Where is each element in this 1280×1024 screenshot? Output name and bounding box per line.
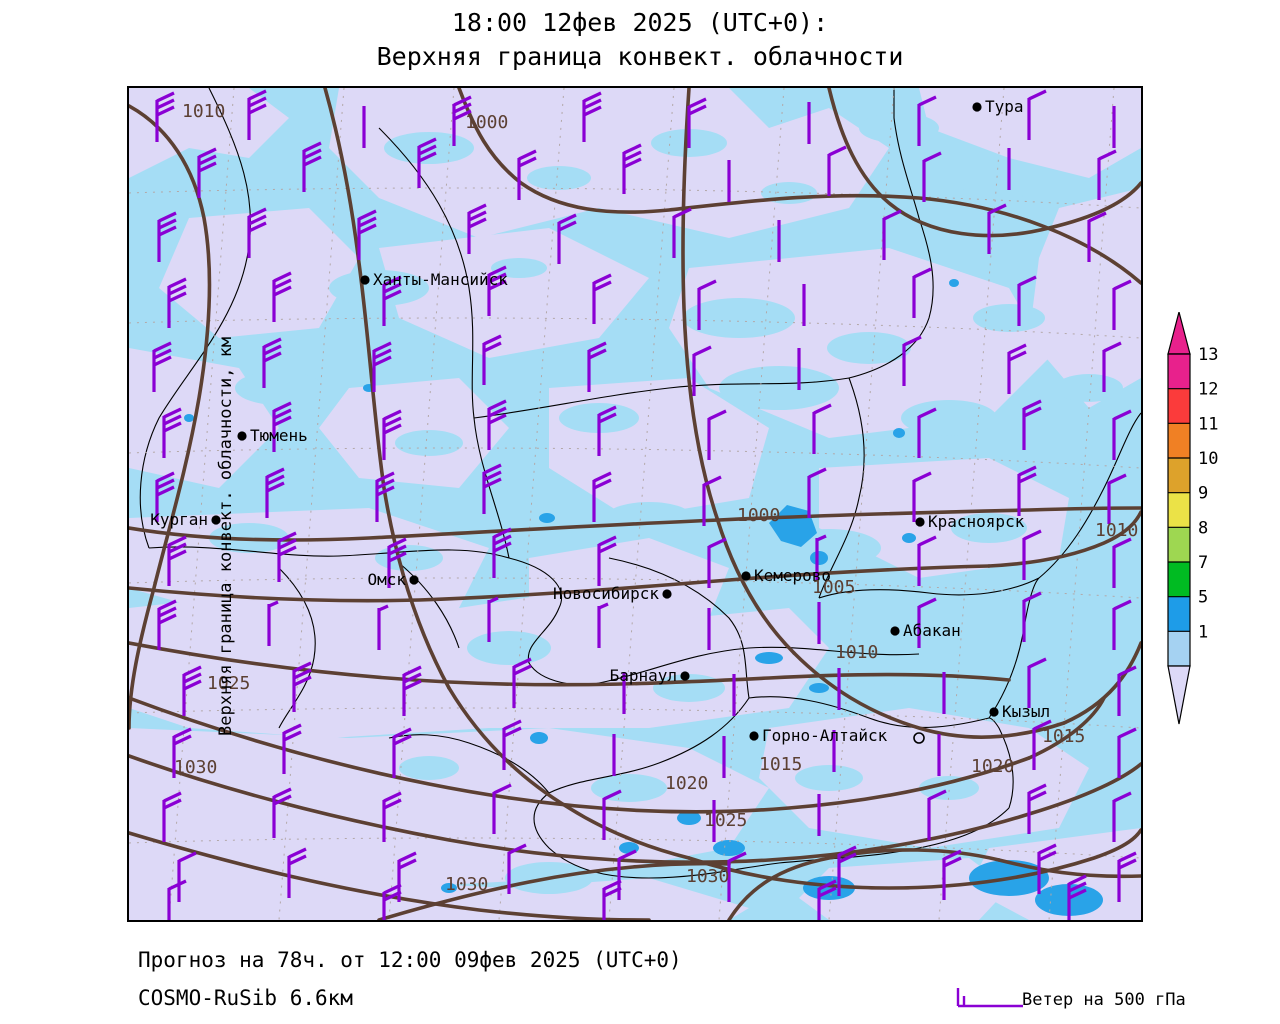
wind-legend-label: Ветер на 500 гПа	[1022, 990, 1186, 1010]
isobar-label: 1025	[704, 810, 747, 831]
isobar-label: 1010	[835, 642, 878, 663]
colorbar-bottom-arrow	[1167, 665, 1191, 725]
city-dot	[237, 431, 247, 441]
colorbar-band-13	[1168, 354, 1190, 390]
colorbar-tick-labels: 13 12 11 10 9 8 7 5 1	[1198, 345, 1218, 642]
city-dot	[741, 571, 751, 581]
isobar-label: 1030	[686, 866, 729, 887]
city-marker[interactable]: Ханты-Мансийск	[360, 270, 508, 289]
city-dot	[211, 515, 221, 525]
isobar-label: 1000	[737, 505, 780, 526]
city-marker[interactable]: Барнаул	[610, 666, 690, 685]
colorbar-band-8	[1168, 527, 1190, 563]
isobar-labels-layer: 1010 1000 1000 1005 1010 1010 1025 1030 1015 1015…	[174, 101, 1138, 895]
city-label: Омск	[367, 570, 406, 589]
colorbar-tick-7: 7	[1198, 553, 1208, 573]
wind-legend-symbol	[956, 988, 1023, 1008]
forecast-info: Прогноз на 78ч. от 12:00 09фев 2025 (UTC…	[138, 948, 682, 972]
colorbar-axis-title: Верхняя граница конвект. облачности, км	[216, 336, 236, 736]
city-label: Кемерово	[754, 566, 831, 585]
isobar-label: 1015	[759, 754, 802, 775]
colorbar-band-10	[1168, 458, 1190, 494]
title-line-2: Верхняя граница конвект. облачности	[376, 42, 904, 71]
city-dot	[972, 102, 982, 112]
city-dot	[409, 575, 419, 585]
city-label: Барнаул	[610, 666, 677, 685]
city-dot	[989, 707, 999, 717]
graticule	[129, 88, 1141, 920]
isobar-label: 1020	[971, 756, 1014, 777]
page-title: 18:00 12фев 2025 (UTC+0): Верхняя границ…	[0, 6, 1280, 74]
colorbar-tick-13: 13	[1198, 345, 1218, 365]
model-info: COSMO-RuSib 6.6км	[138, 986, 353, 1010]
marker-circle	[913, 732, 925, 744]
city-dot	[915, 517, 925, 527]
colorbar-band-7	[1168, 562, 1190, 598]
city-marker[interactable]: Тюмень	[237, 426, 308, 445]
city-label: Абакан	[903, 621, 961, 640]
colorbar: 13 12 11 10 9 8 7 5 1	[1160, 312, 1280, 732]
colorbar-tick-11: 11	[1198, 414, 1218, 434]
city-label: Ханты-Мансийск	[373, 270, 508, 289]
cities-layer: Тура Ханты-Мансийск Тюмень Курган Красноярск…	[150, 97, 1050, 745]
city-label: Красноярск	[928, 512, 1025, 531]
city-label: Тура	[985, 97, 1024, 116]
city-dot	[360, 275, 370, 285]
city-label: Курган	[150, 510, 208, 529]
city-marker[interactable]: Кемерово	[741, 566, 831, 585]
colorbar-band-5	[1168, 596, 1190, 632]
city-marker[interactable]: Тура	[972, 97, 1024, 116]
colorbar-tick-9: 9	[1198, 484, 1208, 504]
colorbar-tick-10: 10	[1198, 449, 1218, 469]
colorbar-band-9	[1168, 492, 1190, 528]
city-marker[interactable]: Омск	[367, 570, 419, 589]
city-marker[interactable]: Красноярск	[915, 512, 1025, 531]
colorbar-band-1	[1168, 631, 1190, 667]
city-dot	[890, 626, 900, 636]
isobar-label: 1005	[812, 577, 855, 598]
city-marker[interactable]: Новосибирск	[553, 584, 672, 603]
colorbar-segments	[1168, 353, 1190, 667]
city-dot	[680, 671, 690, 681]
weather-map[interactable]: Тура Ханты-Мансийск Тюмень Курган Красноярск…	[127, 86, 1143, 922]
isobar-label: 1030	[174, 757, 217, 778]
city-dot	[749, 731, 759, 741]
colorbar-tick-8: 8	[1198, 518, 1208, 538]
colorbar-svg: 13 12 11 10 9 8 7 5 1	[1167, 312, 1218, 725]
city-label: Кызыл	[1002, 702, 1050, 721]
colorbar-tick-1: 1	[1198, 622, 1208, 642]
isobar-label: 1015	[1042, 726, 1085, 747]
city-dot	[662, 589, 672, 599]
isobars	[129, 88, 1141, 920]
isobar-label: 1010	[1095, 520, 1138, 541]
colorbar-tick-12: 12	[1198, 380, 1218, 400]
title-line-1: 18:00 12фев 2025 (UTC+0):	[451, 8, 829, 37]
city-label: Новосибирск	[553, 584, 659, 603]
city-marker[interactable]: Кызыл	[989, 702, 1050, 721]
colorbar-band-12	[1168, 388, 1190, 424]
city-label: Горно-Алтайск	[762, 726, 888, 745]
colorbar-tick-5: 5	[1198, 588, 1208, 608]
isobar-label: 1020	[665, 773, 708, 794]
colorbar-axis-title-wrap: Верхняя граница конвект. облачности, км	[216, 316, 260, 736]
colorbar-band-11	[1168, 423, 1190, 459]
isobar-label: 1030	[445, 874, 488, 895]
map-canvas: Тура Ханты-Мансийск Тюмень Курган Красноярск…	[129, 88, 1141, 920]
city-marker[interactable]: Курган	[150, 510, 221, 529]
colorbar-top-arrow	[1167, 312, 1191, 355]
isobar-label: 1000	[465, 112, 508, 133]
city-marker[interactable]: Абакан	[890, 621, 961, 640]
region-borders	[139, 88, 1141, 879]
city-label: Тюмень	[250, 426, 308, 445]
isobar-label: 1010	[182, 101, 225, 122]
isobar-label: 1025	[207, 673, 250, 694]
city-marker[interactable]: Горно-Алтайск	[749, 726, 888, 745]
